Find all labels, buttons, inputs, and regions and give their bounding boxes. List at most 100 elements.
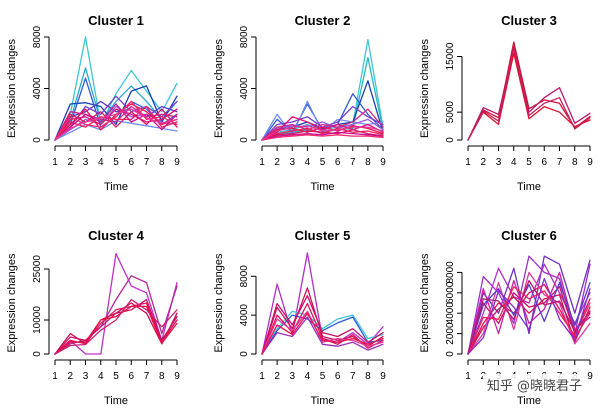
series-line xyxy=(261,314,384,355)
series-line xyxy=(467,52,591,141)
x-tick-label: 5 xyxy=(320,157,326,168)
series-line xyxy=(467,286,591,355)
y-tick-label: 10000 xyxy=(32,306,43,334)
series-line xyxy=(261,312,384,355)
x-axis-label: Time xyxy=(517,181,541,193)
y-axis-label: Expression changes xyxy=(6,38,18,138)
x-tick-label: 8 xyxy=(365,371,371,382)
y-tick-label: 0 xyxy=(239,351,250,357)
y-tick-label: 0 xyxy=(32,137,43,143)
x-tick-label: 7 xyxy=(350,157,356,168)
watermark: 知乎 @晓晓君子 xyxy=(482,374,586,395)
x-tick-label: 6 xyxy=(335,157,341,168)
x-tick-label: 6 xyxy=(335,371,341,382)
x-axis-label: Time xyxy=(517,395,541,407)
x-axis-label: Time xyxy=(310,181,334,193)
x-tick-label: 6 xyxy=(128,157,134,168)
y-tick-label: 5000 xyxy=(445,101,456,124)
series-line xyxy=(467,286,591,355)
panel-title: Cluster 6 xyxy=(501,228,557,243)
x-tick-label: 4 xyxy=(305,157,311,168)
x-tick-label: 8 xyxy=(572,157,578,168)
cluster-panel: Cluster 5 0 4000 8000 1 2 3 4 5 6 7 8 9 Time Expressio… xyxy=(213,228,386,407)
x-tick-label: 2 xyxy=(274,371,280,382)
cluster-panel: Cluster 1 0 4000 8000 1 2 3 4 5 6 7 8 9 Time Expressio… xyxy=(6,13,180,193)
x-tick-label: 3 xyxy=(83,157,89,168)
x-tick-label: 6 xyxy=(128,371,134,382)
series-line xyxy=(261,116,384,141)
x-tick-label: 5 xyxy=(320,371,326,382)
x-tick-label: 1 xyxy=(259,371,265,382)
panel-title: Cluster 4 xyxy=(88,228,144,243)
x-tick-label: 1 xyxy=(465,371,471,382)
x-tick-label: 2 xyxy=(67,157,73,168)
series-line xyxy=(261,125,384,141)
series-line xyxy=(467,48,591,141)
x-tick-label: 7 xyxy=(144,157,150,168)
series-line xyxy=(261,295,384,355)
cluster-panel: Cluster 2 0 4000 8000 1 2 3 4 5 6 7 8 9 Time Expressio… xyxy=(213,13,386,193)
series-line xyxy=(261,127,384,141)
y-axis-label: Expression changes xyxy=(419,253,431,353)
series-line xyxy=(54,105,178,141)
series-line xyxy=(467,279,591,355)
series-line xyxy=(54,120,178,141)
x-tick-label: 2 xyxy=(67,371,73,382)
y-tick-label: 4000 xyxy=(445,302,456,325)
x-tick-label: 3 xyxy=(289,157,295,168)
x-axis-label: Time xyxy=(104,395,128,407)
y-axis-label: Expression changes xyxy=(213,38,225,138)
series-line xyxy=(54,100,178,141)
cluster-panel: Cluster 3 0 5000 15000 1 2 3 4 5 6 7 8 9 Time Expressi… xyxy=(419,13,593,193)
x-tick-label: 2 xyxy=(274,157,280,168)
x-tick-label: 3 xyxy=(289,371,295,382)
y-tick-label: 8000 xyxy=(239,25,250,48)
x-tick-label: 7 xyxy=(350,371,356,382)
y-tick-label: 15000 xyxy=(445,42,456,70)
y-axis-label: Expression changes xyxy=(6,253,18,353)
y-tick-label: 0 xyxy=(32,351,43,357)
series-line xyxy=(54,298,178,355)
y-tick-label: 8000 xyxy=(32,25,43,48)
y-tick-label: 0 xyxy=(239,137,250,143)
y-tick-label: 4000 xyxy=(239,77,250,100)
x-tick-label: 4 xyxy=(511,157,517,168)
series-line xyxy=(261,131,384,141)
x-tick-label: 3 xyxy=(496,157,502,168)
series-line xyxy=(54,305,178,355)
x-tick-label: 3 xyxy=(83,371,89,382)
x-tick-label: 4 xyxy=(98,371,104,382)
panel-title: Cluster 3 xyxy=(501,13,557,28)
y-tick-label: 6000 xyxy=(445,281,456,304)
series-line xyxy=(54,302,178,355)
series-line xyxy=(467,255,591,355)
y-tick-label: 8000 xyxy=(239,265,250,288)
series-line xyxy=(54,36,178,141)
x-tick-label: 1 xyxy=(52,371,58,382)
x-tick-label: 1 xyxy=(259,157,265,168)
x-tick-label: 8 xyxy=(159,371,165,382)
series-line xyxy=(261,310,384,355)
series-line xyxy=(467,45,591,141)
x-tick-label: 2 xyxy=(480,157,486,168)
x-tick-label: 1 xyxy=(52,157,58,168)
x-tick-label: 4 xyxy=(98,157,104,168)
x-tick-label: 9 xyxy=(587,371,593,382)
series-line xyxy=(54,298,178,355)
x-tick-label: 1 xyxy=(465,157,471,168)
x-tick-label: 9 xyxy=(380,371,386,382)
panel-title: Cluster 1 xyxy=(88,13,144,28)
series-line xyxy=(467,263,591,355)
x-tick-label: 9 xyxy=(174,157,180,168)
x-axis-label: Time xyxy=(310,395,334,407)
x-tick-label: 5 xyxy=(113,371,119,382)
panel-title: Cluster 5 xyxy=(295,228,351,243)
series-line xyxy=(261,316,384,355)
series-line xyxy=(467,277,591,355)
series-line xyxy=(261,129,384,141)
series-line xyxy=(467,41,591,141)
x-tick-label: 6 xyxy=(541,157,547,168)
x-tick-label: 4 xyxy=(305,371,311,382)
series-line xyxy=(54,100,178,141)
